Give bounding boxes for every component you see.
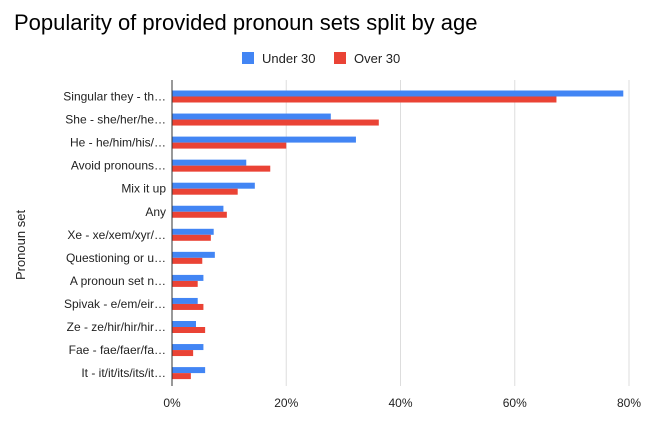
x-tick-label-4: 80%	[617, 396, 641, 410]
legend-swatch-under-30	[242, 52, 254, 64]
category-label-0: Singular they - th…	[63, 90, 166, 104]
category-label-12: It - it/it/its/its/it…	[81, 366, 166, 380]
bar-under-30-7	[172, 251, 215, 258]
bar-over-30-6	[172, 234, 211, 241]
bar-over-30-5	[172, 211, 227, 218]
category-label-6: Xe - xe/xem/xyr/…	[67, 228, 166, 242]
x-tick-label-1: 20%	[274, 396, 298, 410]
category-label-1: She - she/her/he…	[65, 113, 166, 127]
category-label-11: Fae - fae/faer/fa…	[69, 343, 166, 357]
x-tick-label-2: 40%	[388, 396, 412, 410]
gridlines	[171, 80, 630, 386]
bar-over-30-9	[172, 303, 204, 310]
y-axis-label: Pronoun set	[13, 210, 28, 280]
category-label-9: Spivak - e/em/eir…	[64, 297, 166, 311]
bar-over-30-11	[172, 350, 194, 357]
bar-under-30-5	[172, 205, 224, 212]
bar-over-30-8	[172, 280, 198, 287]
bar-under-30-0	[172, 90, 624, 97]
category-label-2: He - he/him/his/…	[70, 136, 166, 150]
x-tick-label-0: 0%	[163, 396, 181, 410]
legend-swatch-over-30	[334, 52, 346, 64]
bar-under-30-4	[172, 182, 255, 189]
category-label-5: Any	[145, 205, 166, 219]
category-labels: Singular they - th… She - she/her/he… He -…	[63, 90, 166, 381]
bar-under-30-1	[172, 113, 331, 120]
bar-over-30-7	[172, 257, 203, 264]
bar-under-30-10	[172, 321, 196, 327]
bar-over-30-1	[172, 119, 379, 126]
category-label-3: Avoid pronouns…	[71, 159, 166, 173]
category-label-7: Questioning or u…	[66, 251, 166, 265]
x-tick-label-3: 60%	[503, 396, 527, 410]
bar-under-30-6	[172, 228, 214, 235]
legend-label-under-30: Under 30	[262, 51, 315, 66]
bar-under-30-11	[172, 344, 204, 351]
bar-over-30-0	[172, 96, 557, 103]
x-tick-labels: 0% 20% 40% 60% 80%	[163, 396, 641, 410]
bar-over-30-12	[172, 373, 191, 380]
chart-title: Popularity of provided pronoun sets spli…	[14, 10, 478, 35]
bar-over-30-3	[172, 165, 271, 172]
bar-under-30-3	[172, 159, 247, 166]
category-label-4: Mix it up	[121, 182, 166, 196]
category-label-10: Ze - ze/hir/hir/hir…	[67, 320, 166, 334]
bar-under-30-9	[172, 297, 198, 304]
bar-over-30-10	[172, 327, 206, 333]
bar-under-30-12	[172, 367, 206, 374]
category-label-8: A pronoun set n…	[70, 274, 166, 288]
bar-under-30-8	[172, 274, 204, 281]
bar-over-30-2	[172, 142, 287, 149]
legend: Under 30 Over 30	[242, 51, 400, 66]
legend-label-over-30: Over 30	[354, 51, 400, 66]
bar-over-30-4	[172, 188, 238, 195]
bars	[172, 90, 624, 380]
bar-under-30-2	[172, 136, 356, 143]
